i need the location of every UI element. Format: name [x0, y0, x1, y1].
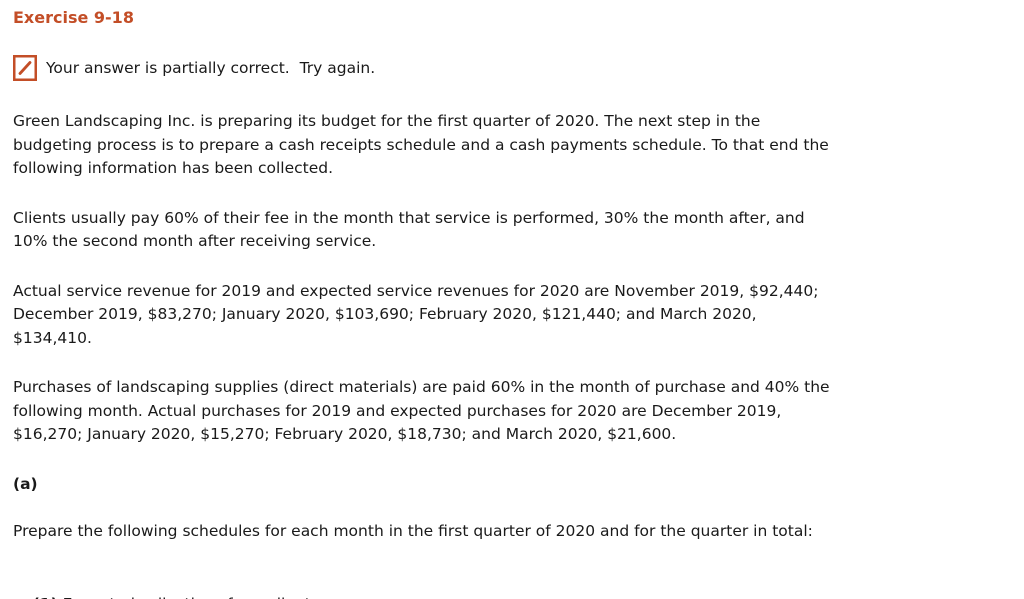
pencil-partial-credit-icon	[13, 55, 37, 81]
part-a-instruction: Prepare the following schedules for each…	[13, 522, 813, 540]
status-message: Your answer is partially correct. Try ag…	[46, 58, 376, 77]
answer-status-banner: Your answer is partially correct. Try ag…	[13, 55, 1010, 81]
paragraph-revenues: Actual service revenue for 2019 and expe…	[13, 281, 819, 347]
part-a-label: (a)	[13, 474, 38, 493]
requirement-1-number: (1)	[33, 595, 58, 599]
page-title: Exercise 9-18	[13, 8, 134, 27]
paragraph-intro: Green Landscaping Inc. is preparing its …	[13, 112, 829, 177]
requirement-1: (1) Expected collections from clients.	[13, 570, 1010, 599]
paragraph-collections-policy: Clients usually pay 60% of their fee in …	[13, 208, 805, 251]
requirement-1-text: Expected collections from clients.	[58, 595, 324, 599]
paragraph-purchases: Purchases of landscaping supplies (direc…	[13, 378, 830, 443]
